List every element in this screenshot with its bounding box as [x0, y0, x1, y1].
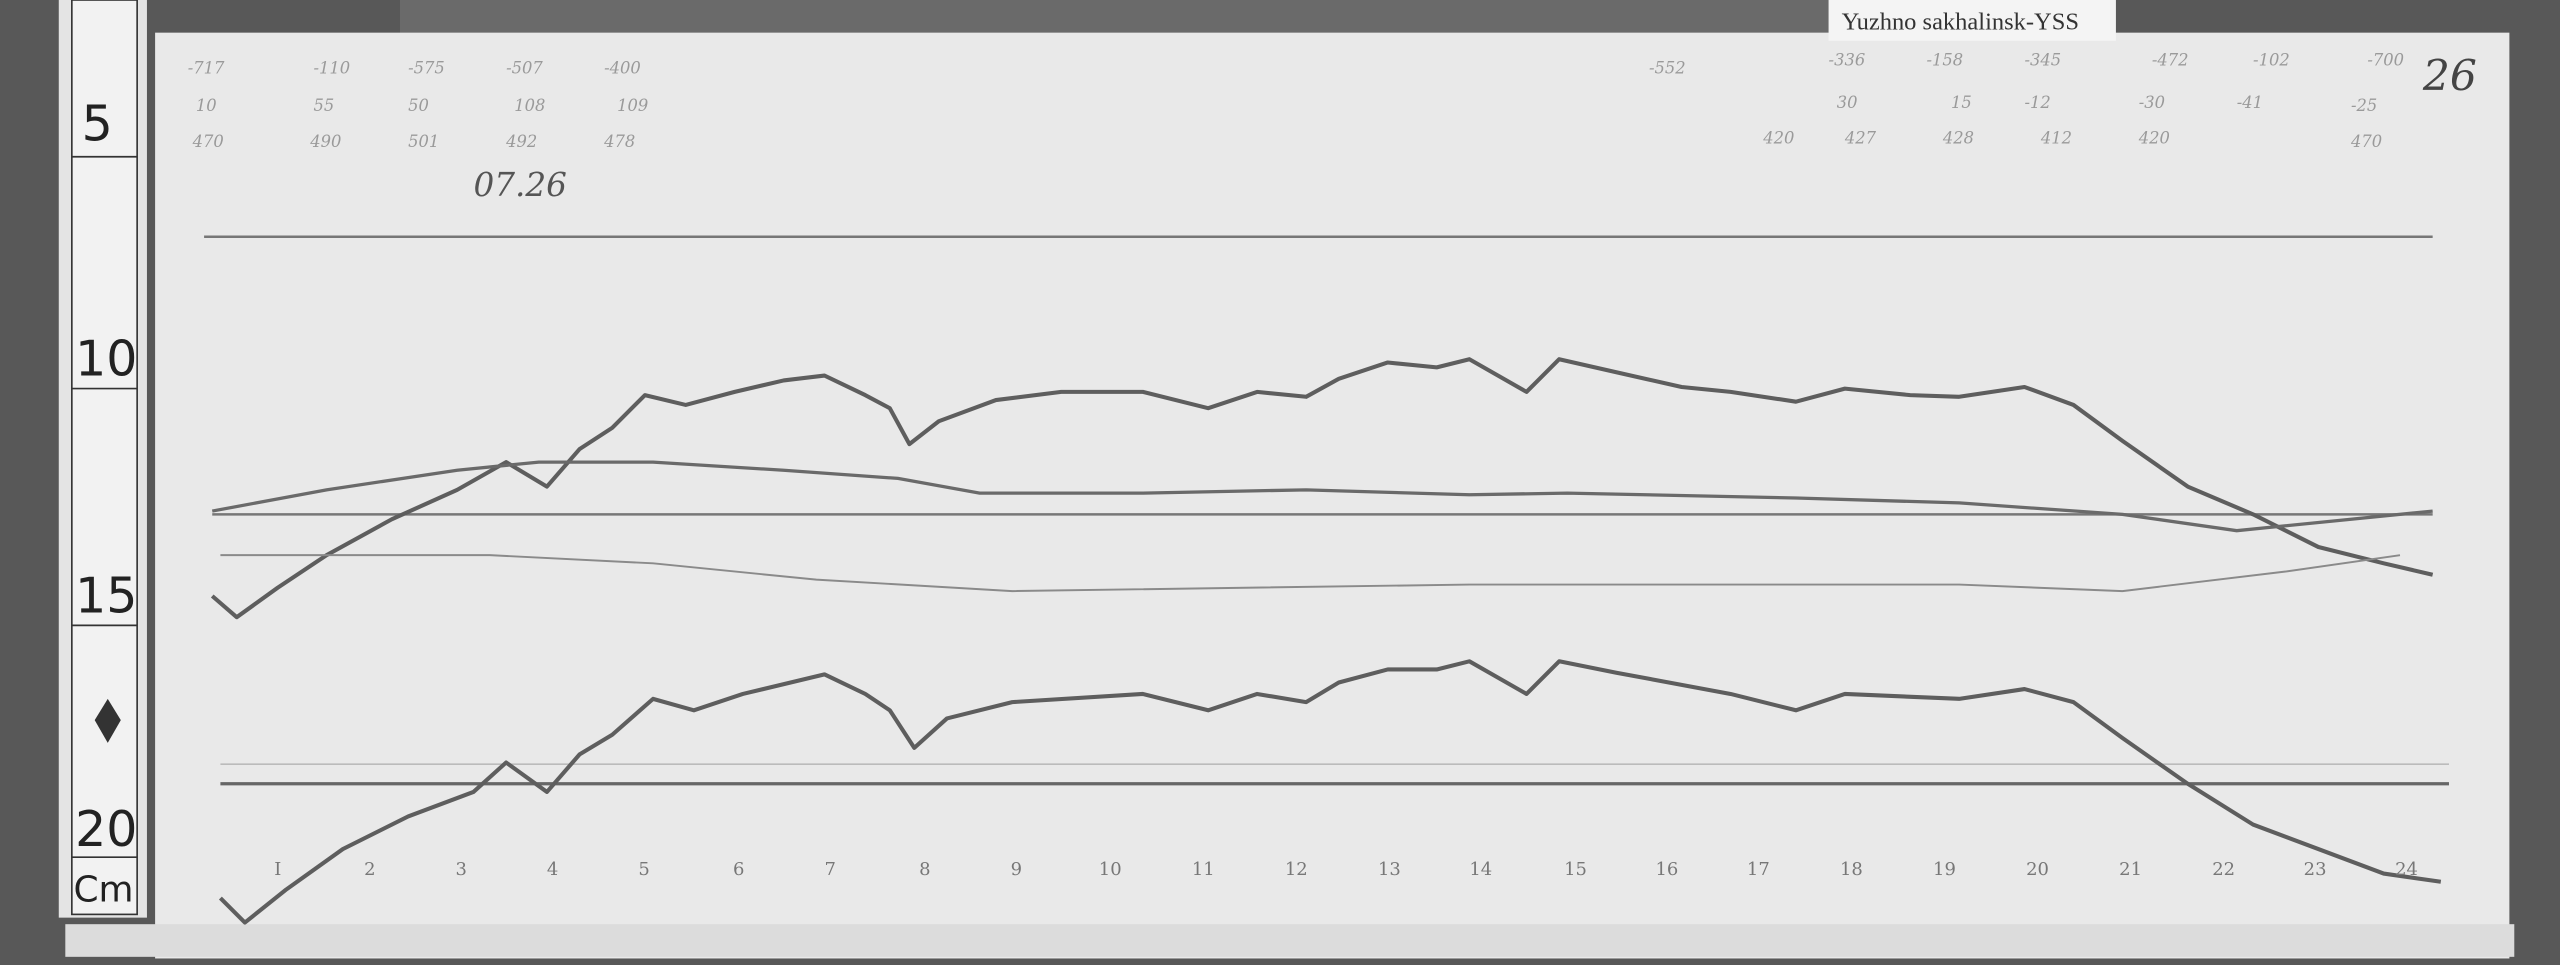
- station-label-card: [1828, 0, 2116, 41]
- svg-text:-41: -41: [2237, 93, 2263, 112]
- trace-faint: [220, 554, 2401, 593]
- svg-text:-700: -700: [2367, 50, 2404, 69]
- svg-text:492: 492: [505, 132, 537, 151]
- svg-text:55: 55: [313, 96, 334, 115]
- svg-text:-12: -12: [2024, 93, 2050, 112]
- svg-text:470: 470: [192, 132, 224, 151]
- svg-text:109: 109: [617, 96, 648, 115]
- svg-text:-400: -400: [604, 58, 641, 77]
- hour-label: 21: [2119, 859, 2142, 880]
- svg-text:-102: -102: [2253, 50, 2290, 69]
- hour-label: I: [274, 859, 281, 880]
- svg-text:420: 420: [2138, 129, 2170, 148]
- hour-labels: I 2 3 4 5 6 7 8 9 10 11 12 13 14 15 16 1…: [274, 859, 2418, 880]
- hour-label: 9: [1011, 859, 1022, 880]
- hour-label: 23: [2304, 859, 2327, 880]
- hour-label: 10: [1099, 859, 1122, 880]
- hour-label: 19: [1933, 859, 1956, 880]
- svg-text:10: 10: [196, 96, 217, 115]
- ruler-unit: Cm: [73, 869, 133, 910]
- hour-label: 11: [1192, 859, 1215, 880]
- day-number: 26: [2422, 52, 2477, 101]
- hour-label: 24: [2395, 859, 2418, 880]
- svg-text:-336: -336: [1829, 50, 1866, 69]
- date-note: 07.26: [473, 166, 566, 204]
- svg-text:15: 15: [1951, 93, 1972, 112]
- svg-text:-552: -552: [1649, 58, 1686, 77]
- hour-label: 13: [1378, 859, 1401, 880]
- hour-label: 6: [733, 859, 744, 880]
- svg-text:-25: -25: [2351, 96, 2377, 115]
- svg-text:30: 30: [1837, 93, 1858, 112]
- hour-label: 4: [547, 859, 558, 880]
- svg-text:-507: -507: [506, 58, 543, 77]
- paper-sheet: [155, 32, 2510, 959]
- hour-label: 8: [919, 859, 930, 880]
- svg-text:490: 490: [309, 132, 341, 151]
- paper-edge: [65, 924, 2515, 957]
- hour-label: 15: [1564, 859, 1587, 880]
- svg-text:-717: -717: [188, 58, 225, 77]
- station-label: Yuzhno sakhalinsk-YSS: [1842, 8, 2079, 35]
- hour-label: 7: [824, 859, 835, 880]
- svg-text:428: 428: [1942, 129, 1974, 148]
- hour-label: 14: [1469, 859, 1492, 880]
- ruler-mark-5: 5: [82, 95, 113, 152]
- ruler-mark-10: 10: [75, 331, 137, 388]
- hour-label: 18: [1840, 859, 1863, 880]
- hour-label: 22: [2212, 859, 2235, 880]
- hour-label: 20: [2026, 859, 2049, 880]
- ruler-mark-20: 20: [75, 801, 137, 858]
- hour-label: 5: [638, 859, 649, 880]
- handwritten-values: -717 -110 -575 -507 -400 -552 -336 -158 …: [188, 50, 2404, 151]
- ruler-mark-15: 15: [75, 567, 137, 624]
- ruler: 5 10 15 20 Cm: [58, 0, 147, 918]
- svg-text:-345: -345: [2024, 50, 2061, 69]
- svg-text:427: 427: [1844, 129, 1877, 148]
- trace-middle: [211, 460, 2433, 533]
- trace-lower: [218, 659, 2442, 925]
- hour-label: 3: [456, 859, 467, 880]
- svg-text:50: 50: [408, 96, 429, 115]
- svg-text:412: 412: [2040, 129, 2072, 148]
- svg-text:-110: -110: [313, 58, 350, 77]
- hour-label: 2: [364, 859, 375, 880]
- trace-upper: [210, 357, 2434, 620]
- svg-text:470: 470: [2350, 132, 2382, 151]
- svg-text:420: 420: [1762, 129, 1794, 148]
- svg-text:-575: -575: [408, 58, 445, 77]
- hour-label: 16: [1656, 859, 1679, 880]
- svg-text:-158: -158: [1927, 50, 1964, 69]
- svg-text:-472: -472: [2152, 50, 2189, 69]
- svg-text:108: 108: [514, 96, 545, 115]
- hour-label: 17: [1747, 859, 1770, 880]
- diamond-icon: [94, 698, 121, 743]
- hour-label: 12: [1285, 859, 1308, 880]
- svg-text:501: 501: [408, 132, 439, 151]
- svg-text:478: 478: [603, 132, 635, 151]
- svg-text:-30: -30: [2139, 93, 2165, 112]
